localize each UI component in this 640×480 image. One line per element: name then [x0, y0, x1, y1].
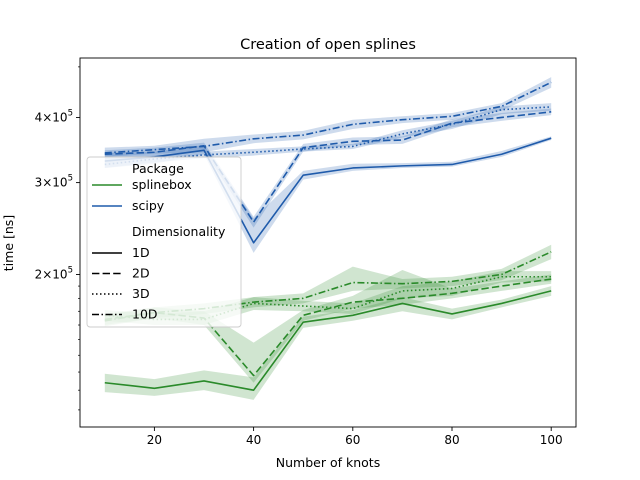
- legend-title-package: Package: [132, 161, 184, 176]
- y-axis-label: time [ns]: [1, 215, 16, 271]
- series-line-splinebox-10d: [104, 251, 552, 322]
- x-axis: 20 40 60 80 100: [147, 427, 563, 447]
- y-tick-label: 4×105: [35, 108, 73, 124]
- series-line-scipy-2d: [104, 111, 552, 223]
- y-tick-label: 2×105: [35, 265, 73, 281]
- legend-box: [86, 156, 242, 328]
- legend-label-scipy: scipy: [132, 198, 165, 213]
- series-line-splinebox-1d: [104, 290, 552, 391]
- x-tick-label: 100: [540, 433, 563, 447]
- ci-band-scipy-3d: [104, 103, 552, 168]
- legend-title-dimensionality: Dimensionality: [132, 224, 226, 239]
- legend-label-2d: 2D: [132, 266, 150, 281]
- series-line-scipy-10d: [104, 81, 552, 154]
- y-tick-label: 3×105: [35, 174, 73, 190]
- legend-label-10d: 10D: [132, 307, 158, 322]
- x-axis-label: Number of knots: [276, 455, 380, 470]
- plot-frame: [79, 57, 577, 428]
- legend: Package splinebox scipy Dimensionality 1D…: [86, 156, 242, 328]
- ci-band-splinebox-1d: [104, 286, 552, 400]
- series-line-scipy-1d: [104, 137, 552, 244]
- legend-label-1d: 1D: [132, 245, 150, 260]
- x-tick-label: 40: [246, 433, 261, 447]
- legend-label-splinebox: splinebox: [132, 177, 192, 192]
- x-tick-label: 60: [345, 433, 360, 447]
- legend-label-3d: 3D: [132, 286, 150, 301]
- ci-band-scipy-10d: [104, 77, 552, 157]
- x-tick-label: 20: [147, 433, 162, 447]
- series-line-scipy-3d: [104, 106, 552, 166]
- ci-band-splinebox-2d: [104, 269, 552, 383]
- y-axis: 2×105 3×105 4×105: [35, 66, 80, 411]
- chart-title: Creation of open splines: [240, 37, 416, 53]
- x-tick-label: 80: [444, 433, 459, 447]
